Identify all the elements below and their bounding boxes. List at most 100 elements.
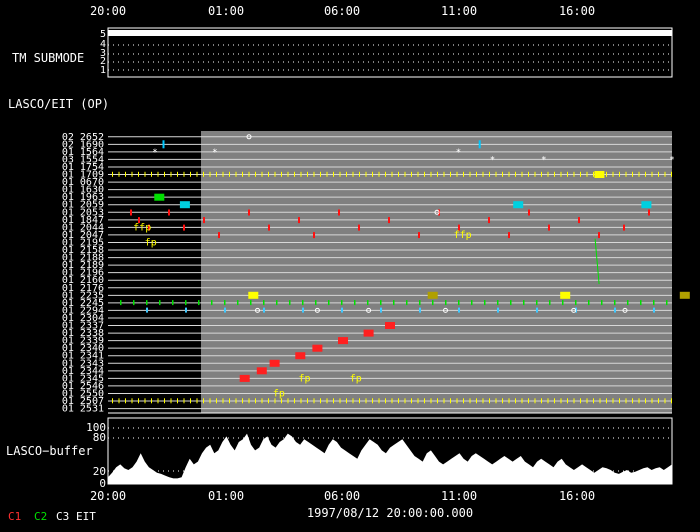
- op-event-star: *: [212, 148, 217, 158]
- op-row-label: 01 1963: [62, 192, 104, 203]
- bottom-tick-label-4: 16:00: [559, 489, 595, 503]
- op-c1-mark: [578, 217, 580, 224]
- top-tick-label-4: 16:00: [559, 4, 595, 18]
- op-c2-mark: [523, 300, 525, 306]
- op-tick-mark: [521, 398, 523, 404]
- op-tick-mark: [450, 171, 451, 177]
- op-tick-mark: [482, 398, 484, 404]
- op-row-label: 01 2343: [62, 358, 104, 369]
- op-row-label: 01 2047: [62, 230, 104, 241]
- op-tick-mark: [313, 171, 315, 177]
- op-c1-mark: [548, 224, 550, 231]
- op-tick-mark: [658, 398, 659, 404]
- op-tick-mark: [619, 398, 620, 404]
- op-fp-label: fp: [298, 373, 310, 384]
- op-c2-mark: [263, 300, 265, 306]
- date-label: 1997/08/12 20:00:00.000: [307, 506, 473, 520]
- op-c2-mark: [419, 300, 421, 306]
- op-row-label: 01 2196: [62, 268, 104, 279]
- op-tick-mark: [593, 398, 594, 404]
- op-tick-mark: [151, 171, 152, 177]
- op-tick-mark: [450, 398, 451, 404]
- legend-c3: C3: [56, 510, 69, 523]
- tm-submode-tick-1: 1: [100, 65, 106, 76]
- op-c2-mark: [367, 300, 369, 306]
- op-tick-mark: [326, 398, 328, 404]
- op-tick-mark: [560, 171, 562, 177]
- op-tick-mark: [216, 398, 217, 404]
- bottom-tick-label-0: 20:00: [90, 489, 126, 503]
- op-tick-mark: [411, 398, 412, 404]
- op-c1-mark: [298, 217, 300, 224]
- op-c2-mark: [562, 300, 564, 306]
- op-row-label: 01 2340: [62, 343, 104, 354]
- op-tick-mark: [261, 398, 263, 404]
- op-c2-mark: [484, 300, 486, 306]
- op-c3-mark: [653, 307, 655, 313]
- op-tick-mark: [554, 398, 555, 404]
- op-tick-mark: [593, 171, 594, 177]
- op-tick-mark: [417, 171, 419, 177]
- op-tick-mark: [268, 398, 269, 404]
- op-c1-mark: [458, 224, 460, 231]
- op-c1-mark: [268, 224, 270, 231]
- op-tick-mark: [281, 171, 282, 177]
- op-event-star: *: [152, 148, 157, 158]
- op-c2-mark: [393, 300, 395, 306]
- op-tick-mark: [131, 398, 133, 404]
- op-tick-mark: [268, 171, 269, 177]
- op-tick-mark: [326, 171, 328, 177]
- op-c1-mark: [623, 224, 625, 231]
- op-event-block: [256, 367, 267, 375]
- op-tick-mark: [495, 171, 497, 177]
- op-c1-mark: [418, 232, 420, 239]
- op-tick-mark: [664, 171, 666, 177]
- tm-submode-level-bar: [108, 30, 672, 36]
- op-tick-mark: [138, 171, 139, 177]
- op-c3-mark: [263, 307, 265, 313]
- op-c3-mark: [614, 307, 616, 313]
- op-tick-mark: [586, 171, 588, 177]
- op-c2-mark: [120, 300, 122, 306]
- op-event-block: [312, 344, 323, 352]
- op-fp-label: fp: [145, 238, 157, 249]
- op-tick-mark: [651, 171, 653, 177]
- op-c1-mark: [138, 217, 140, 224]
- op-tick-mark: [307, 398, 308, 404]
- op-no-data-region: [108, 131, 201, 413]
- op-c2-mark: [666, 300, 668, 306]
- op-c2-mark: [315, 300, 317, 306]
- op-row-label: 01 1709: [62, 170, 104, 181]
- op-c2-mark: [497, 300, 499, 306]
- op-tick-mark: [333, 398, 334, 404]
- op-fp-label: ffp: [454, 230, 472, 241]
- op-tick-mark: [547, 171, 549, 177]
- op-tick-mark: [456, 398, 458, 404]
- op-event-block: [427, 291, 438, 299]
- op-c2-mark: [276, 300, 278, 306]
- op-c2-mark: [471, 300, 473, 306]
- op-row-label: 01 2160: [62, 275, 104, 286]
- op-fp-label: ffp: [133, 222, 151, 233]
- op-tick-mark: [567, 398, 568, 404]
- op-c2-mark: [198, 300, 200, 306]
- buffer-label: LASCO−buffer: [6, 444, 93, 458]
- op-event-star: *: [669, 155, 674, 165]
- op-event-block: [248, 291, 259, 299]
- op-event-block: [513, 201, 524, 209]
- op-tick-mark: [235, 171, 237, 177]
- op-event-star: *: [456, 148, 461, 158]
- op-tick-mark: [365, 398, 367, 404]
- op-tick-mark: [515, 398, 516, 404]
- op-event-star: *: [541, 155, 546, 165]
- op-tick-mark: [476, 171, 477, 177]
- op-tick-mark: [430, 171, 432, 177]
- op-c3-mark: [185, 307, 187, 313]
- op-c2-mark: [653, 300, 655, 306]
- op-tick-mark: [651, 398, 653, 404]
- op-tick-mark: [222, 398, 224, 404]
- op-tick-mark: [645, 398, 646, 404]
- tm-submode-panel: 5 4 3 2 1 TM SUBMODE: [12, 27, 673, 78]
